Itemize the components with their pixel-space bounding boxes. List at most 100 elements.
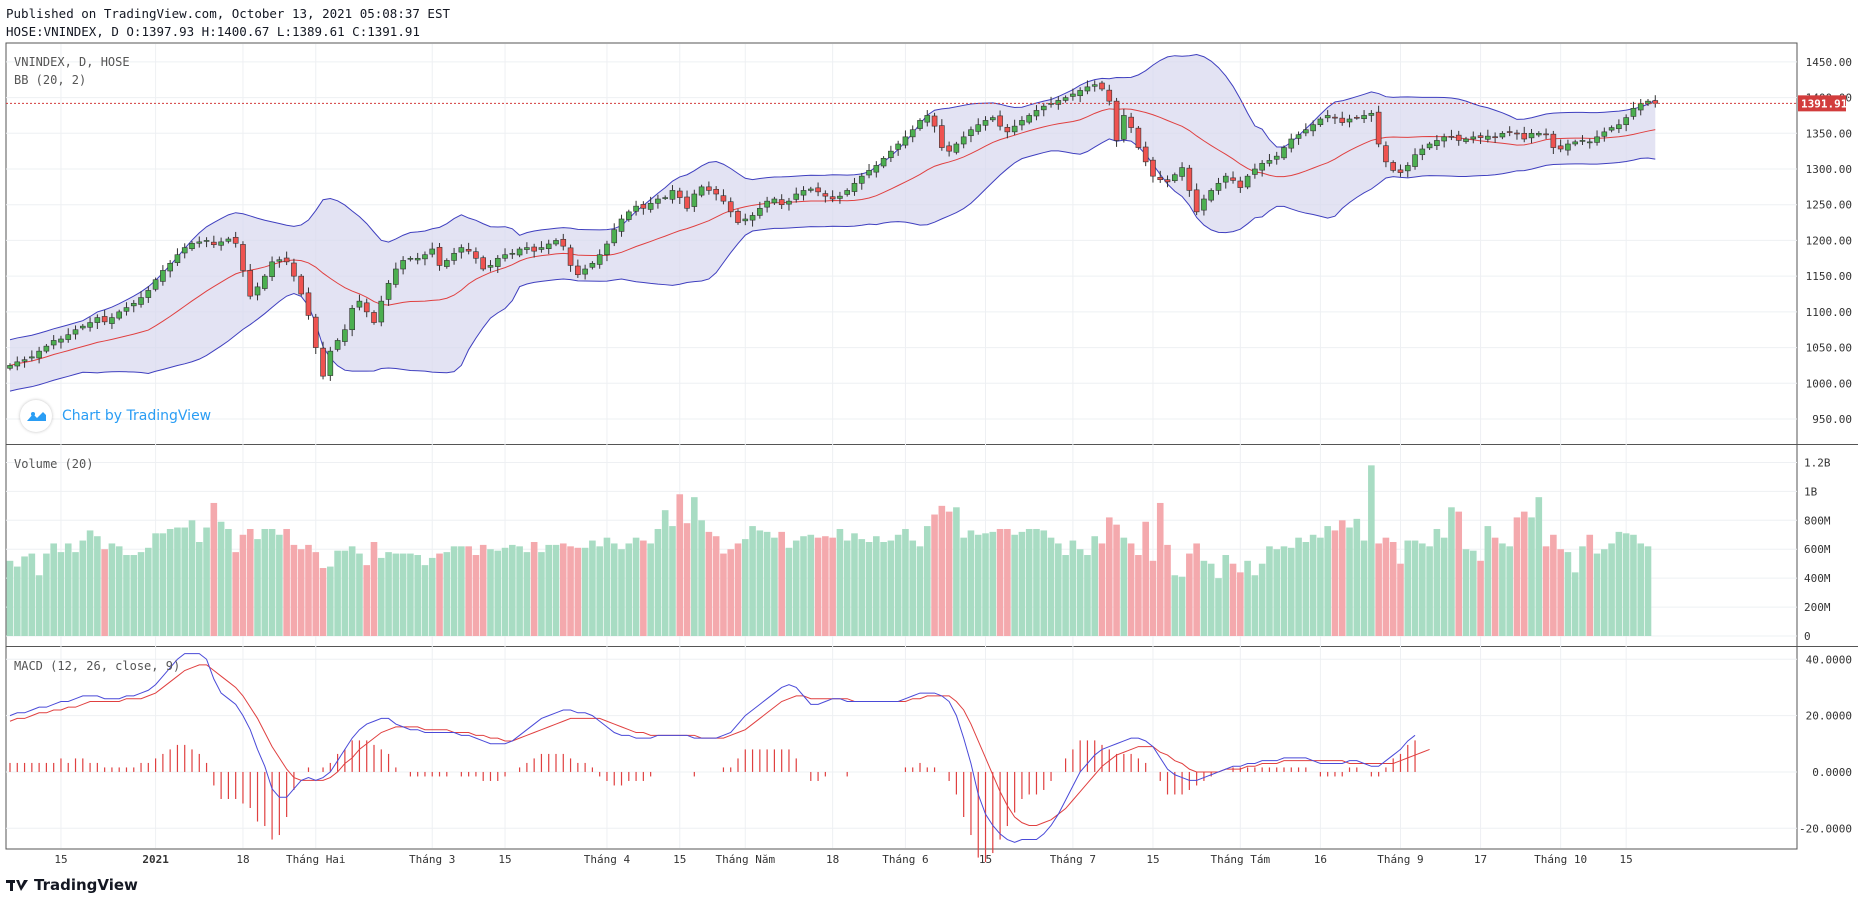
- candle: [1026, 113, 1032, 125]
- volume-bar: [1105, 517, 1113, 636]
- time-tick-label: Tháng 4: [584, 853, 631, 866]
- candle: [1637, 99, 1644, 116]
- candle: [393, 262, 399, 288]
- candle-body: [436, 246, 443, 266]
- volume-bar: [115, 546, 123, 636]
- macd-tick-label: 40.0000: [1806, 653, 1852, 666]
- candle: [138, 291, 144, 308]
- macd-tick-label: -20.0000: [1799, 822, 1852, 835]
- candle-body: [1208, 190, 1214, 201]
- candle-body: [94, 317, 101, 323]
- volume-bar: [1411, 540, 1419, 636]
- candle-body: [487, 265, 494, 268]
- volume-bar: [261, 528, 269, 636]
- volume-bar: [1258, 563, 1266, 636]
- candle-body: [509, 252, 516, 255]
- macd-tick-label: 0.0000: [1812, 766, 1852, 779]
- candle-body: [1339, 117, 1346, 123]
- candle: [1019, 116, 1025, 131]
- time-tick-label: Tháng 3: [409, 853, 455, 866]
- candle-body: [349, 307, 355, 331]
- candle-body: [1281, 147, 1287, 159]
- candle: [109, 313, 115, 329]
- candle: [815, 182, 821, 197]
- candle: [1295, 131, 1302, 145]
- candle: [407, 256, 414, 262]
- volume-bar: [741, 539, 749, 636]
- candle: [1142, 141, 1149, 167]
- candle-body: [189, 242, 195, 250]
- volume-bar: [1622, 533, 1630, 636]
- candle: [647, 196, 654, 213]
- candle-body: [1172, 174, 1178, 182]
- volume-bar: [1287, 547, 1295, 636]
- volume-bar: [334, 550, 341, 636]
- volume-series: [6, 465, 1652, 636]
- volume-bar: [232, 552, 239, 636]
- candle: [1281, 145, 1287, 160]
- candle-body: [939, 125, 945, 148]
- candle: [895, 140, 901, 156]
- tradingview-branding[interactable]: TradingView: [6, 876, 138, 894]
- volume-bar: [217, 521, 225, 636]
- volume-bar: [13, 566, 21, 636]
- volume-bar: [414, 555, 421, 636]
- candle: [662, 195, 669, 200]
- volume-bar: [1630, 534, 1637, 636]
- candle-body: [342, 329, 348, 342]
- candle: [400, 256, 406, 275]
- candle-body: [116, 311, 122, 319]
- candle-body: [378, 300, 385, 323]
- candle-body: [815, 187, 821, 193]
- volume-bar: [86, 530, 94, 636]
- candle-body: [1477, 135, 1484, 138]
- candle: [509, 249, 516, 259]
- volume-bar: [836, 528, 844, 636]
- candle-body: [1623, 117, 1629, 126]
- candle-body: [1361, 115, 1367, 120]
- tradingview-watermark[interactable]: Chart by TradingView: [20, 400, 211, 432]
- volume-bar: [268, 528, 276, 636]
- candle: [982, 116, 989, 131]
- volume-bar: [567, 546, 574, 636]
- candlestick-series: [7, 80, 1659, 381]
- candle: [1601, 127, 1608, 142]
- candle: [1594, 130, 1600, 146]
- volume-bar: [610, 543, 618, 636]
- volume-bar: [356, 553, 363, 636]
- volume-bar: [1346, 527, 1353, 636]
- candle: [1164, 175, 1171, 188]
- volume-bar: [1564, 552, 1572, 636]
- volume-bar: [763, 531, 771, 636]
- candle-body: [866, 170, 872, 176]
- candle: [58, 335, 64, 349]
- candle-body: [1412, 154, 1418, 167]
- last-price-box: [1798, 95, 1846, 112]
- price-tick-label: 1100.00: [1806, 306, 1852, 319]
- candle-body: [465, 248, 472, 252]
- candle: [291, 258, 297, 282]
- volume-bar: [1528, 517, 1535, 636]
- volume-bar: [341, 550, 349, 636]
- volume-bar: [1615, 531, 1623, 636]
- candle-body: [422, 254, 428, 260]
- candle-body: [1463, 138, 1469, 142]
- candle: [1099, 80, 1105, 92]
- volume-bar: [283, 528, 290, 636]
- volume-bar: [392, 553, 400, 636]
- candle: [1339, 111, 1346, 126]
- candle: [145, 286, 152, 303]
- candle-body: [480, 257, 487, 270]
- candle: [771, 196, 778, 205]
- volume-bar: [1426, 546, 1433, 636]
- candle: [939, 119, 945, 151]
- candle: [829, 190, 836, 203]
- candle: [1135, 126, 1142, 150]
- candle-body: [640, 204, 647, 209]
- candle: [924, 110, 931, 127]
- candle-body: [720, 195, 727, 202]
- volume-bar: [931, 514, 938, 636]
- candle-body: [1179, 167, 1185, 177]
- candle-body: [1113, 100, 1120, 141]
